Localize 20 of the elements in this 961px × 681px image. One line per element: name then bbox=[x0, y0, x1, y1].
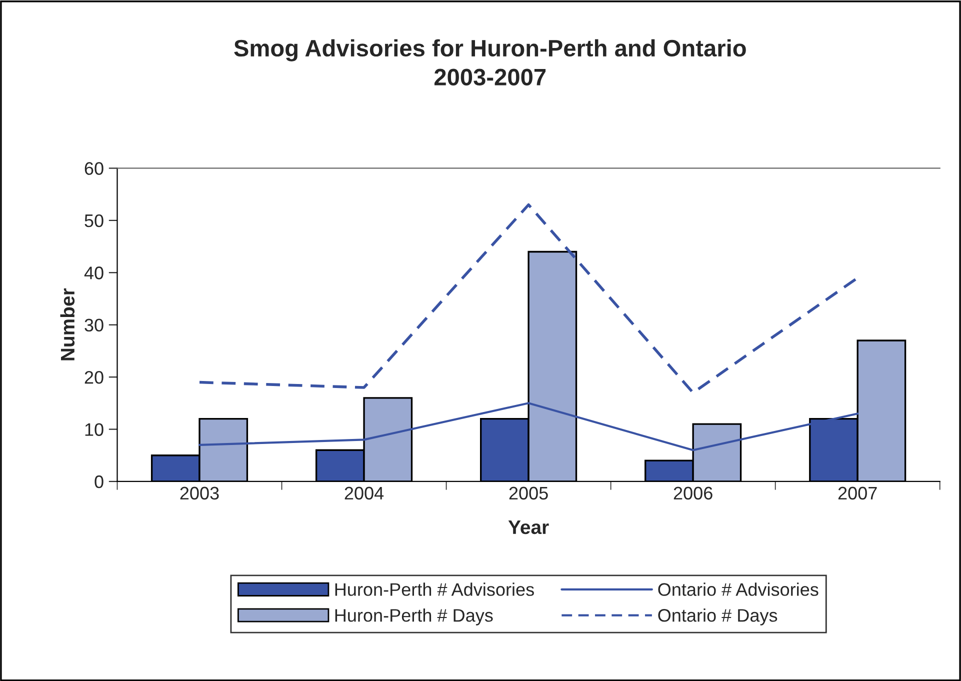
x-tick-label: 2005 bbox=[509, 486, 548, 500]
legend-label: Ontario # Days bbox=[658, 608, 778, 626]
y-tick-label: 60 bbox=[84, 162, 104, 175]
legend-label: Ontario # Advisories bbox=[658, 582, 818, 596]
x-tick-label: 2006 bbox=[674, 486, 712, 500]
line-series bbox=[198, 203, 859, 394]
y-tick-label: 40 bbox=[84, 266, 104, 280]
y-tick-label: 30 bbox=[84, 318, 104, 332]
legend-label: Huron-Perth # Days bbox=[335, 608, 493, 626]
chart-title: Smog Advisories for Huron-Perth and Ontario 2003-2007 bbox=[234, 39, 746, 86]
y-tick-label: 50 bbox=[84, 214, 104, 228]
x-axis-title: Year bbox=[508, 520, 549, 534]
x-tick-label: 2004 bbox=[344, 486, 384, 500]
x-tick-label: 2003 bbox=[180, 486, 219, 500]
y-tick-label: 10 bbox=[85, 423, 104, 436]
y-tick-label: 20 bbox=[84, 370, 104, 384]
legend-label: Huron-Perth # Advisories bbox=[335, 582, 534, 596]
y-tick-label: 0 bbox=[94, 475, 104, 488]
y-axis-title: Number bbox=[60, 288, 75, 360]
x-tick-label: 2007 bbox=[838, 486, 877, 500]
